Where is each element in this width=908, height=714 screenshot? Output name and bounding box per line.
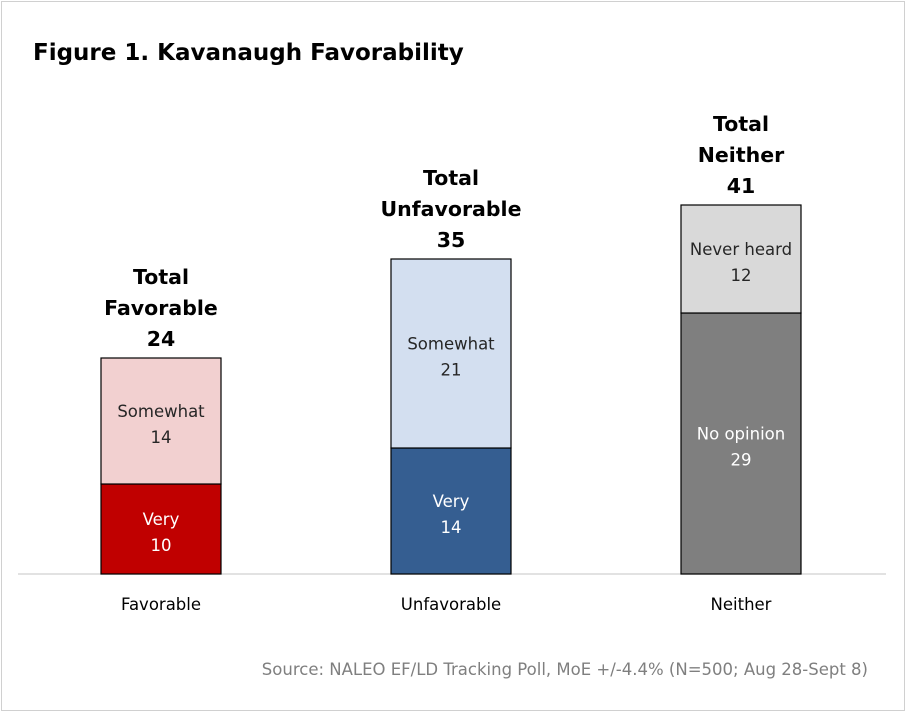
segment-value: 14 [151, 428, 172, 447]
total-label-line: 41 [727, 174, 756, 198]
chart-title: Figure 1. Kavanaugh Favorability [33, 40, 464, 66]
bar-segment-favorable-somewhat [100, 357, 222, 485]
source-note: Source: NALEO EF/LD Tracking Poll, MoE +… [261, 660, 868, 679]
segment-label: Somewhat [407, 335, 495, 354]
total-label-line: 24 [147, 327, 176, 351]
segment-value: 14 [441, 518, 462, 537]
total-label-line: Unfavorable [381, 197, 522, 221]
segment-value: 12 [731, 266, 752, 285]
segment-label: Never heard [690, 240, 792, 259]
segment-label: Somewhat [117, 402, 205, 421]
bar-segment-favorable-very [100, 483, 222, 575]
segment-value: 29 [731, 451, 752, 470]
segment-label: Very [143, 510, 180, 529]
segment-value: 10 [151, 536, 172, 555]
segment-value: 21 [441, 361, 462, 380]
x-tick-label: Unfavorable [401, 595, 501, 614]
bar-segment-neither-no-opinion [680, 312, 802, 575]
total-label-line: Favorable [104, 296, 218, 320]
segment-label: No opinion [697, 425, 785, 444]
total-label-line: Total [133, 265, 189, 289]
segment-label: Very [433, 492, 470, 511]
total-label-line: 35 [437, 228, 466, 252]
total-label-line: Total [713, 112, 769, 136]
total-label-line: Neither [698, 143, 785, 167]
bar-segment-neither-never-heard [680, 204, 802, 314]
x-tick-label: Neither [711, 595, 772, 614]
x-tick-label: Favorable [121, 595, 201, 614]
total-label-line: Total [423, 166, 479, 190]
bar-segment-unfavorable-somewhat [390, 258, 512, 449]
bar-segment-unfavorable-very [390, 447, 512, 575]
